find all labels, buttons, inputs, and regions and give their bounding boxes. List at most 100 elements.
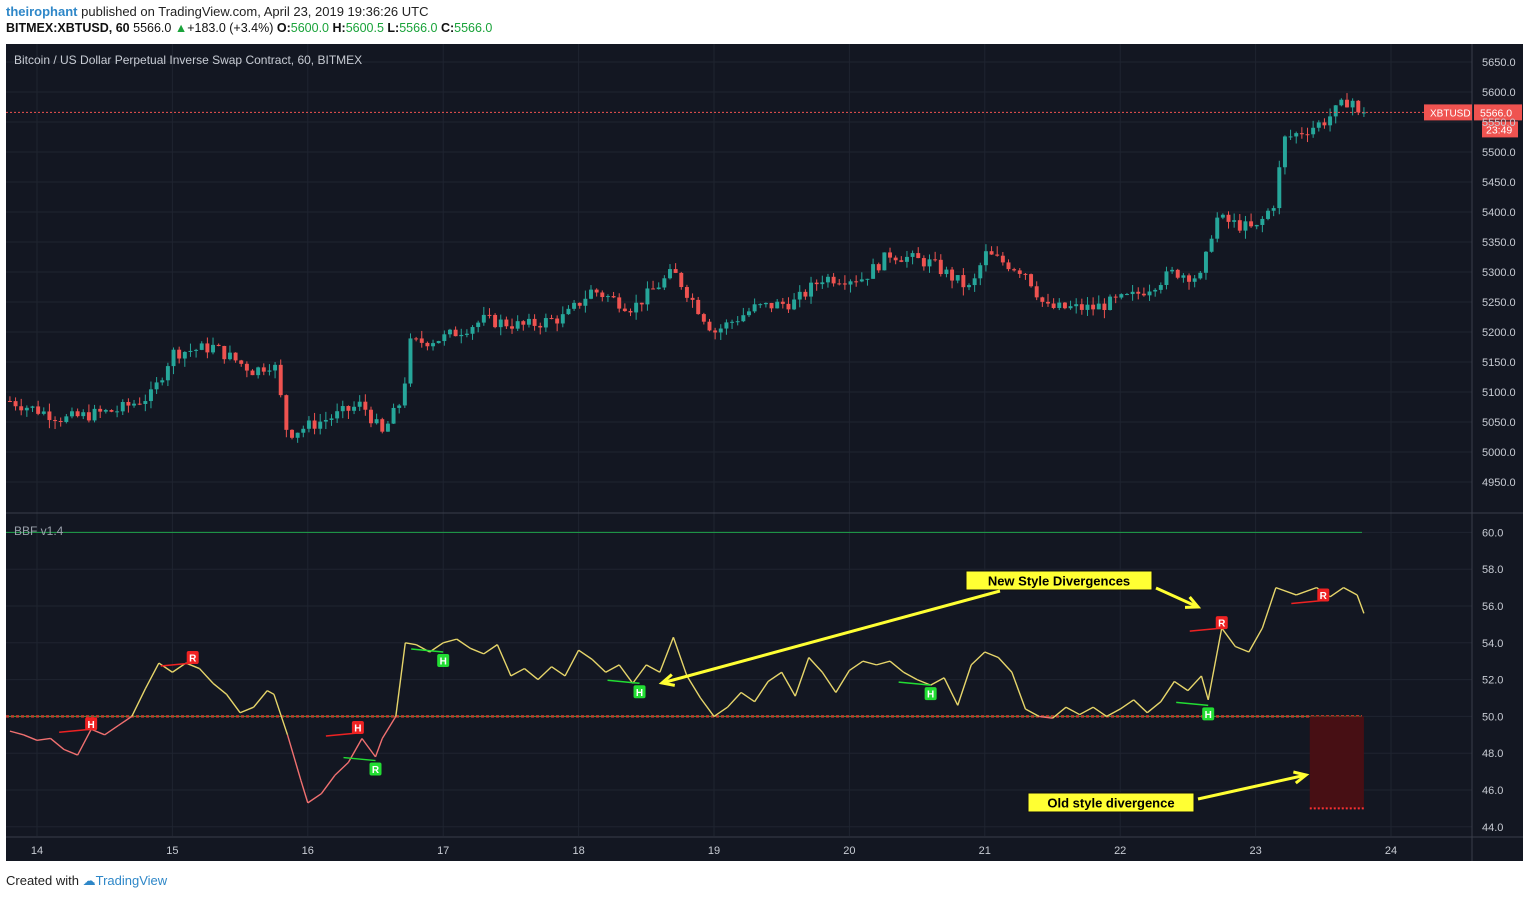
- candle-body: [306, 420, 311, 429]
- open-label: O:: [276, 21, 291, 35]
- candle-body: [177, 349, 182, 359]
- candle-body: [848, 281, 853, 285]
- candle-body: [566, 308, 571, 315]
- candle-body: [1288, 136, 1293, 138]
- tradingview-logo-icon: ☁: [82, 873, 96, 888]
- candle-body: [983, 251, 988, 266]
- low-label: L:: [387, 21, 400, 35]
- candle-body: [346, 406, 351, 411]
- candle-body: [148, 389, 153, 402]
- candle-body: [103, 410, 108, 412]
- annotation-box-new: [965, 570, 1153, 591]
- candle-body: [453, 329, 458, 337]
- bbf-line-segment: [930, 677, 945, 686]
- candle-body: [651, 288, 656, 290]
- bbf-line-segment: [727, 692, 742, 708]
- signal-letter: R: [189, 654, 197, 665]
- candle-body: [402, 383, 407, 406]
- candle-body: [211, 344, 215, 353]
- candle-body: [916, 253, 921, 259]
- time-tick-label: 21: [979, 845, 991, 857]
- bbf-line-segment: [835, 670, 850, 693]
- candle-body: [7, 401, 12, 402]
- candle-body: [261, 367, 266, 372]
- candle-body: [837, 283, 842, 285]
- bbf-line-segment: [794, 657, 810, 697]
- candle-body: [13, 401, 18, 407]
- high-value: 5600.5: [345, 21, 384, 35]
- candle-body: [1260, 218, 1265, 225]
- candle-body: [572, 302, 577, 309]
- candle-body: [1350, 100, 1355, 108]
- bbf-line-segment: [104, 725, 119, 736]
- candle-body: [865, 278, 870, 280]
- bbf-line-segment: [672, 637, 688, 677]
- candle-body: [267, 370, 272, 372]
- annotation-box-old: [1027, 792, 1195, 813]
- candle-body: [741, 315, 746, 322]
- bbf-line-segment: [50, 737, 65, 751]
- candle-body: [854, 281, 859, 283]
- candle-body: [278, 364, 283, 396]
- author-link[interactable]: theirophant: [6, 4, 78, 19]
- price-pane[interactable]: XBTUSD 5566.0 23:49: [6, 93, 1522, 443]
- candle-body: [910, 253, 915, 257]
- candle-body: [53, 420, 58, 422]
- candle-body: [1277, 167, 1282, 209]
- bbf-line-segment: [849, 660, 864, 671]
- candle-body: [1237, 220, 1242, 231]
- candle-body: [859, 279, 864, 282]
- candle-body: [1220, 214, 1225, 218]
- bbf-line-segment: [77, 728, 92, 756]
- candle-body: [809, 282, 814, 297]
- candle-body: [1209, 238, 1214, 252]
- candle-body: [724, 322, 729, 329]
- candle-body: [1305, 134, 1310, 136]
- candle-body: [1294, 133, 1299, 137]
- candle-body: [256, 367, 261, 376]
- bbf-line-segment: [970, 651, 986, 666]
- bbf-line-segment: [1200, 675, 1209, 701]
- candle-body: [154, 382, 159, 390]
- candle-body: [397, 405, 402, 408]
- candle-body: [1192, 278, 1197, 282]
- bbf-line-segment: [1011, 671, 1027, 710]
- signal-letter: H: [636, 688, 643, 699]
- candle-body: [340, 406, 345, 412]
- candle-body: [1062, 302, 1067, 309]
- bbf-line-segment: [699, 697, 715, 717]
- candle-body: [639, 302, 644, 305]
- bbf-line-segment: [225, 693, 241, 714]
- price-tick-label: 5650.0: [1482, 57, 1516, 69]
- candle-body: [498, 319, 503, 328]
- candle-body: [1096, 303, 1101, 310]
- candle-body: [747, 311, 751, 316]
- close-label: C:: [440, 21, 455, 35]
- candle-body: [447, 329, 452, 335]
- price-tick-label: 5450.0: [1482, 177, 1516, 189]
- candle-body: [1316, 122, 1321, 128]
- arrow-old: [1197, 773, 1307, 801]
- bbf-line-segment: [158, 662, 173, 673]
- candle-body: [763, 302, 768, 305]
- bbf-pane[interactable]: H R H R H H H H R R: [6, 531, 1365, 810]
- publish-text: published on TradingView.com, April 23, …: [81, 4, 429, 19]
- divergence-line: [160, 662, 193, 667]
- candle-body: [1215, 217, 1220, 239]
- candle-body: [820, 282, 825, 285]
- price-tick-label: 5100.0: [1482, 387, 1516, 399]
- bbf-line-segment: [808, 657, 823, 673]
- candle-body: [329, 418, 334, 420]
- candle-body: [718, 328, 723, 333]
- candle-body: [273, 364, 278, 371]
- candle-body: [1356, 100, 1361, 113]
- candle-body: [927, 259, 932, 267]
- candle-body: [617, 297, 622, 309]
- candle-body: [701, 314, 706, 322]
- candle-body: [1153, 289, 1158, 292]
- signal-badge: [369, 762, 382, 776]
- candle-body: [713, 330, 718, 333]
- candle-body: [47, 411, 52, 421]
- tradingview-link[interactable]: TradingView: [95, 873, 168, 888]
